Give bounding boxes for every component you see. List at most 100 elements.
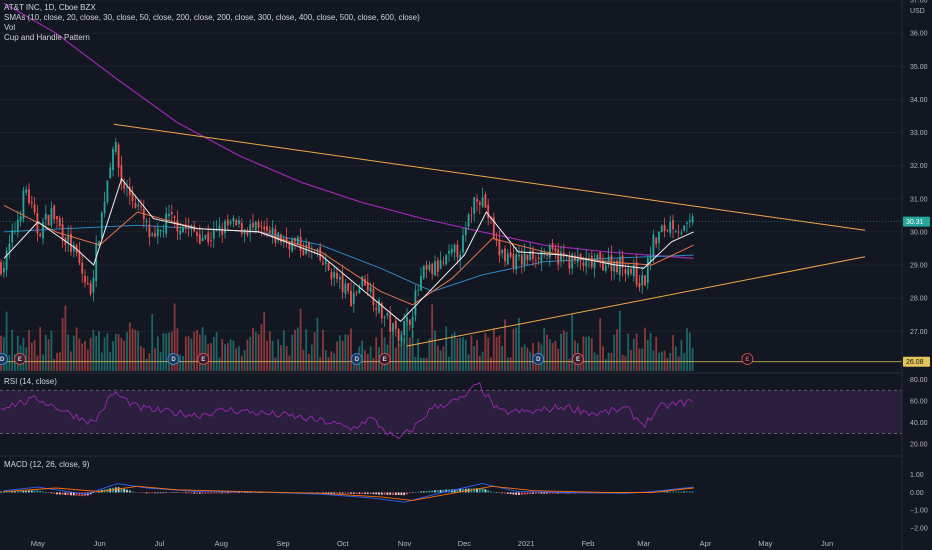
candle-body: [221, 228, 224, 236]
macd-histogram-bar: [170, 492, 173, 493]
time-tick-label: Jun: [94, 539, 106, 548]
candle-body: [229, 221, 232, 224]
candle-body: [481, 197, 484, 207]
volume-bar: [252, 328, 254, 371]
time-tick-label: 2021: [518, 539, 535, 548]
macd-histogram-bar: [403, 492, 406, 496]
candle-body: [134, 202, 137, 208]
volume-bar: [554, 340, 557, 371]
macd-histogram-bar: [165, 492, 168, 494]
volume-bar: [47, 339, 50, 371]
candle-body: [173, 216, 176, 219]
rsi-tick-label: 60.00: [910, 399, 928, 406]
vol-legend[interactable]: Vol: [4, 23, 16, 32]
price-tick-label: 37.00: [910, 0, 928, 5]
candle-body: [302, 249, 305, 256]
macd-legend[interactable]: MACD (12, 26, close, 9): [4, 460, 90, 469]
candle-body: [254, 221, 257, 231]
volume-bar: [25, 347, 28, 371]
event-marker-label: D: [536, 357, 541, 363]
candle-body: [92, 277, 95, 293]
macd-histogram-bar: [176, 492, 179, 493]
event-marker-label: E: [383, 357, 387, 363]
candle-body: [392, 322, 394, 332]
time-axis[interactable]: May Jun Jul Aug Sep Oct Nov Dec 2021 Feb Mar Apr May…: [31, 539, 833, 548]
macd-histogram-bar: [546, 492, 548, 494]
volume-bar: [240, 356, 243, 371]
volume-bar: [67, 334, 70, 371]
candle-body: [176, 219, 179, 232]
candle-body: [319, 247, 322, 261]
macd-histogram-bar: [350, 492, 352, 494]
candle-body: [568, 256, 571, 269]
macd-histogram-bar: [126, 489, 128, 493]
volume-bar: [560, 333, 562, 371]
candle-body: [109, 167, 112, 178]
macd-histogram-bar: [492, 492, 495, 493]
volume-bar: [616, 329, 618, 371]
macd-histogram-bar: [361, 492, 364, 494]
volume-bar: [316, 317, 319, 371]
candle-body: [630, 269, 632, 274]
macd-histogram-bar: [58, 492, 61, 495]
macd-histogram-bar: [131, 491, 134, 493]
macd-histogram-bar: [39, 490, 42, 493]
volume-bar: [599, 318, 602, 371]
volume-bar: [33, 340, 36, 371]
macd-histogram-bar: [341, 492, 344, 494]
volume-bar: [551, 343, 554, 371]
candle-body: [103, 201, 106, 214]
volume-bar: [134, 329, 137, 371]
current-price-label: 30.31: [906, 219, 924, 226]
macd-histogram-bar: [333, 492, 336, 494]
candle-body: [369, 286, 372, 292]
volume-bar: [145, 358, 148, 371]
pattern-legend[interactable]: Cup and Handle Pattern: [4, 33, 90, 42]
volume-bar: [646, 339, 649, 371]
rsi-legend[interactable]: RSI (14, close): [4, 377, 57, 386]
volume-bar: [243, 350, 246, 371]
macd-histogram-bar: [683, 491, 686, 493]
price-axis[interactable]: 27.00 28.00 29.00 30.00 31.00 32.00 33.00 34.00…: [910, 0, 928, 532]
volume-bar: [350, 328, 352, 371]
candle-body: [341, 274, 344, 293]
volume-bar: [557, 348, 560, 371]
candle-body: [22, 190, 25, 220]
symbol-title[interactable]: AT&T INC, 1D, Cboe BZX: [4, 3, 96, 12]
candle-body: [487, 204, 490, 219]
candle-body: [386, 313, 389, 316]
candle-body: [151, 233, 154, 236]
candle-body: [257, 221, 260, 228]
macd-histogram-bar: [554, 492, 557, 494]
macd-histogram-bar: [344, 492, 347, 494]
volume-bar: [347, 334, 350, 371]
volume-bar: [571, 313, 574, 371]
candle-body: [260, 226, 263, 228]
volume-bar: [5, 311, 8, 371]
volume-bar: [691, 347, 694, 371]
volume-bar: [299, 308, 302, 371]
sma-legend[interactable]: SMAs (10, close, 20, close, 30, close, 5…: [4, 13, 420, 22]
volume-bar: [14, 354, 16, 371]
candle-body: [624, 269, 627, 274]
candle-body: [226, 219, 229, 226]
candle-body: [666, 229, 669, 231]
macd-histogram-bar: [92, 492, 95, 494]
event-marker-label: D: [355, 357, 360, 363]
volume-bar: [428, 338, 431, 371]
macd-histogram-bar: [347, 492, 350, 494]
volume-bar: [548, 339, 551, 371]
macd-histogram-bar: [5, 491, 8, 493]
volume-bar: [162, 332, 165, 371]
candle-body: [663, 224, 666, 232]
volume-bar: [212, 336, 215, 371]
volume-bar: [296, 327, 299, 371]
candle-body: [604, 265, 607, 271]
price-tick-label: 33.00: [910, 130, 928, 137]
candle-body: [512, 254, 515, 268]
time-tick-label: Feb: [581, 539, 594, 548]
candle-body: [120, 165, 123, 183]
volume-bar: [498, 335, 501, 371]
macd-histogram-bar: [50, 492, 53, 494]
volume-bar: [618, 310, 621, 371]
